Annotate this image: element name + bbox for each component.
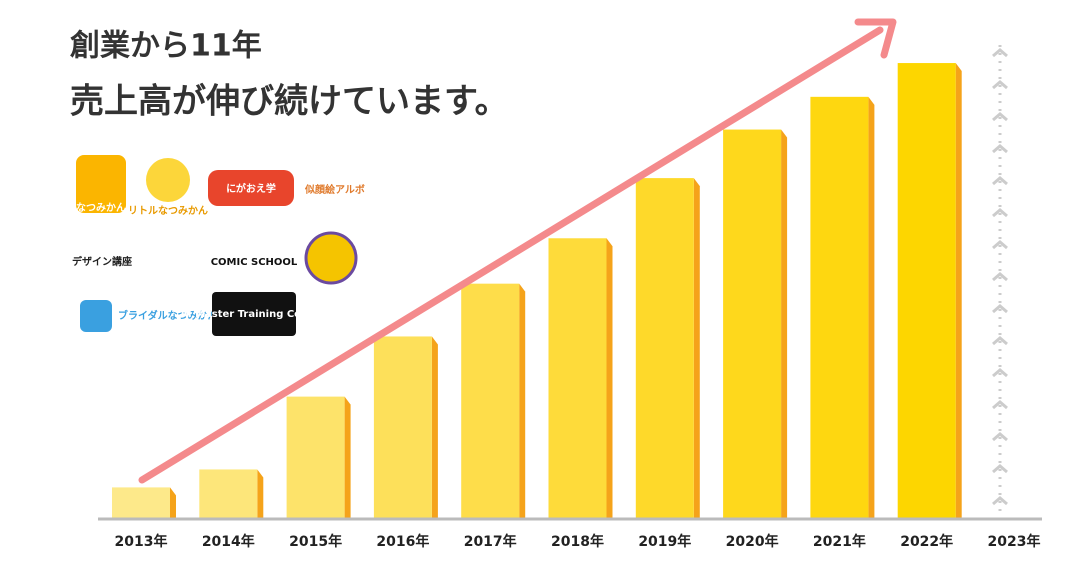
x-tick-label: 2021年 bbox=[813, 533, 866, 550]
chart-subtitle: 売上高が伸び続けています。 bbox=[70, 82, 509, 122]
bar bbox=[548, 238, 607, 518]
trend-arrow bbox=[138, 26, 884, 484]
logo-badge bbox=[304, 231, 358, 285]
logo: なつみかん bbox=[76, 202, 126, 214]
bar-side bbox=[693, 178, 700, 518]
logo: デザイン講座 bbox=[72, 255, 132, 268]
bar-side bbox=[431, 336, 438, 518]
logo: COMIC SCHOOL bbox=[211, 257, 298, 268]
logo-badge bbox=[76, 155, 126, 213]
bar bbox=[897, 63, 956, 519]
bar bbox=[810, 96, 869, 518]
logo: 似顔絵アルボ bbox=[304, 183, 365, 196]
x-tick-label: 2018年 bbox=[551, 533, 604, 550]
bar bbox=[461, 283, 520, 518]
bar-side bbox=[519, 283, 526, 518]
trend-arrow-head bbox=[854, 18, 897, 59]
x-tick-label: 2020年 bbox=[726, 533, 779, 550]
chevron bbox=[992, 400, 1008, 410]
logos: なつみかん リトルなつみかん にがおえ学 似顔絵アルボ デザイン講座 COMIC… bbox=[72, 155, 365, 336]
x-tick-label: 2019年 bbox=[638, 533, 691, 550]
bar-side bbox=[606, 238, 613, 518]
logo-badge bbox=[208, 170, 294, 206]
bar-side bbox=[781, 129, 788, 519]
x-tick-label: 2022年 bbox=[900, 533, 953, 550]
chevron bbox=[992, 176, 1008, 186]
bar-side bbox=[170, 487, 176, 518]
chevron bbox=[992, 272, 1008, 282]
x-tick-label: 2015年 bbox=[289, 533, 342, 550]
chevron bbox=[992, 112, 1008, 122]
x-tick-label: 2013年 bbox=[115, 533, 168, 550]
bar bbox=[199, 469, 258, 518]
chevron bbox=[992, 208, 1008, 218]
chevron bbox=[992, 48, 1008, 58]
bar-side bbox=[955, 63, 962, 519]
bar bbox=[373, 336, 432, 518]
chevron bbox=[992, 464, 1008, 474]
logo-badge bbox=[80, 300, 112, 332]
x-tick-label: 2016年 bbox=[376, 533, 429, 550]
chart-title: 創業から11年 bbox=[70, 29, 262, 64]
logo: リトルなつみかん bbox=[128, 205, 208, 217]
logo: ブライダルなつみかん bbox=[118, 309, 218, 322]
x-tick-label: 2023年 bbox=[988, 533, 1041, 550]
logo: AI Master Training Course bbox=[180, 309, 326, 320]
chevron bbox=[992, 144, 1008, 154]
bar bbox=[723, 129, 782, 519]
bar bbox=[635, 178, 694, 518]
x-tick-label: 2017年 bbox=[464, 533, 517, 550]
chevron bbox=[992, 496, 1008, 506]
logo-badge bbox=[212, 292, 296, 336]
logo: にがおえ学 bbox=[226, 182, 276, 195]
bar-side bbox=[868, 96, 875, 518]
chevron bbox=[992, 336, 1008, 346]
chevron bbox=[992, 304, 1008, 314]
x-tick-label: 2014年 bbox=[202, 533, 255, 550]
chevrons bbox=[992, 48, 1008, 506]
bar-side bbox=[257, 469, 264, 518]
logo-badge bbox=[226, 232, 284, 280]
chevron bbox=[992, 240, 1008, 250]
chevron bbox=[992, 368, 1008, 378]
bar bbox=[286, 396, 345, 518]
bar bbox=[112, 487, 170, 518]
chevron bbox=[992, 432, 1008, 442]
logo-badge bbox=[146, 158, 190, 202]
chevron bbox=[992, 80, 1008, 90]
bar-side bbox=[344, 396, 351, 518]
